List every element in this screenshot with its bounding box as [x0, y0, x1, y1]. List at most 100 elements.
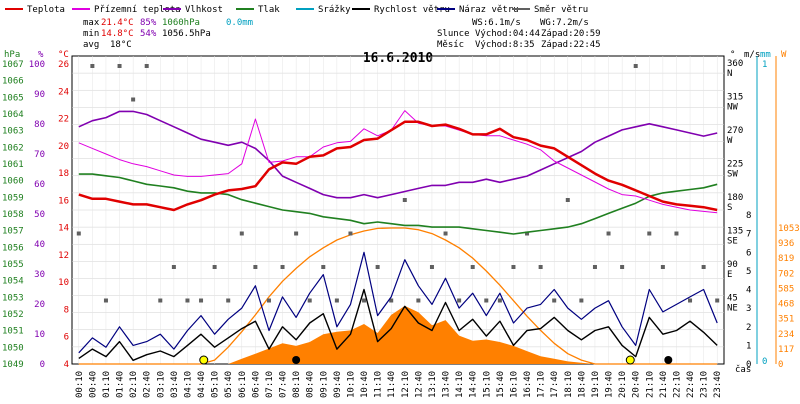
y-tick-solar: 702 — [778, 269, 794, 279]
y-tick-pressure: 1062 — [2, 143, 24, 153]
plot-area — [76, 64, 720, 365]
x-tick: 16:40 — [523, 371, 533, 398]
wind-speed-line — [78, 288, 718, 361]
x-tick-label: 06:40 — [251, 371, 261, 398]
x-tick-label: 03:40 — [170, 371, 180, 398]
x-tick-label: 00:40 — [88, 371, 98, 398]
astro-sunset: Západ:20:59 — [541, 29, 601, 39]
stat-avg-temp: 18°C — [110, 40, 132, 50]
x-tick: 11:10 — [374, 371, 384, 398]
x-tick: 00:10 — [75, 371, 85, 398]
x-tick-label: 16:10 — [509, 371, 519, 398]
wind-direction-point — [443, 231, 448, 236]
y-tick-pressure: 1051 — [2, 327, 24, 337]
y-tick-solar: 1053 — [778, 224, 800, 234]
y-tick-solar: 117 — [778, 345, 794, 355]
ground-temp-line — [78, 110, 718, 214]
wind-direction-point — [429, 265, 434, 269]
y-tick-pressure: 1053 — [2, 293, 24, 303]
x-tick: 21:40 — [659, 371, 669, 398]
axis-unit-rain: mm — [760, 50, 771, 60]
x-tick-label: 17:40 — [550, 371, 560, 398]
x-tick-label: 05:40 — [224, 371, 234, 398]
x-tick-label: 20:10 — [618, 371, 628, 398]
y-tick-solar: 936 — [778, 239, 794, 249]
y-tick-wind-speed: 3 — [746, 304, 751, 314]
x-tick-label: 13:10 — [428, 371, 438, 398]
y-tick-wind-dir-label: SW — [727, 170, 738, 180]
y-tick-solar: 351 — [778, 315, 794, 325]
x-tick-label: 07:10 — [265, 371, 275, 398]
moon-marker — [292, 356, 301, 364]
wind-direction-point — [375, 265, 380, 269]
x-tick-label: 08:40 — [306, 371, 316, 398]
wind-direction-point — [470, 265, 475, 269]
y-tick-rain: 0 — [762, 357, 767, 367]
y-tick-humidity: 10 — [34, 330, 45, 340]
stat-avg-label: avg — [83, 40, 99, 50]
y-tick-temperature: 26 — [58, 60, 69, 70]
wind-direction-point — [334, 298, 339, 303]
wind-direction-point — [525, 231, 530, 236]
wind-direction-point — [688, 298, 693, 303]
x-tick: 04:10 — [183, 371, 193, 398]
y-tick-pressure: 1065 — [2, 93, 24, 103]
y-tick-pressure: 1059 — [2, 193, 24, 203]
wind-direction-point — [171, 265, 176, 269]
x-tick-label: 22:40 — [686, 371, 696, 398]
x-tick-label: 20:40 — [632, 371, 642, 398]
stat-min-temp: 14.8°C — [101, 29, 134, 39]
x-tick: 15:10 — [482, 371, 492, 398]
wind-direction-point — [579, 298, 584, 303]
y-tick-wind-dir-label: NW — [727, 103, 738, 113]
stat-max-press: 1060hPa — [162, 18, 200, 28]
x-tick-label: 18:40 — [577, 371, 587, 398]
y-tick-wind-dir: 90 — [727, 260, 738, 270]
y-tick-wind-dir: 225 — [727, 160, 743, 170]
pressure-line — [78, 173, 718, 235]
x-tick-label: 15:40 — [496, 371, 506, 398]
x-tick: 01:40 — [116, 371, 126, 398]
x-tick: 16:10 — [509, 371, 519, 398]
sun-marker — [199, 355, 209, 365]
wind-direction-point — [633, 64, 638, 68]
x-tick-label: 19:10 — [591, 371, 601, 398]
y-tick-humidity: 0 — [40, 360, 45, 370]
solar-area — [78, 305, 718, 364]
y-tick-pressure: 1057 — [2, 227, 24, 237]
y-tick-humidity: 50 — [34, 210, 45, 220]
legend-label: Rychlost větru — [374, 5, 450, 15]
x-tick-label: 05:10 — [211, 371, 221, 398]
x-tick-label: 04:40 — [197, 371, 207, 398]
wind-direction-point — [552, 298, 557, 303]
x-tick: 00:40 — [88, 371, 98, 398]
wind-direction-point — [294, 231, 299, 236]
wind-direction-point — [701, 265, 706, 269]
humidity-line — [78, 110, 718, 199]
x-tick-label: 23:10 — [700, 371, 710, 398]
x-tick-label: 14:40 — [469, 371, 479, 398]
wind-direction-point — [226, 298, 231, 303]
x-axis-unit: čas — [735, 364, 751, 375]
astro-wg: WG:7.2m/s — [540, 18, 589, 28]
x-tick: 10:10 — [346, 371, 356, 398]
x-tick-label: 09:40 — [333, 371, 343, 398]
x-tick: 19:10 — [591, 371, 601, 398]
wind-direction-point — [158, 298, 163, 303]
x-tick-label: 06:10 — [238, 371, 248, 398]
axis-unit-solar: W — [781, 50, 787, 60]
wind-direction-point — [606, 231, 611, 236]
x-tick-label: 11:40 — [387, 371, 397, 398]
y-tick-wind-dir: 315 — [727, 93, 743, 103]
x-tick: 01:10 — [102, 371, 112, 398]
x-tick-label: 23:40 — [713, 371, 723, 398]
x-tick: 09:10 — [319, 371, 329, 398]
legend-label: Směr větru — [534, 5, 588, 15]
y-tick-wind-speed: 1 — [746, 341, 751, 351]
wind-direction-point — [715, 298, 720, 303]
y-tick-humidity: 40 — [34, 240, 45, 250]
x-tick: 05:40 — [224, 371, 234, 398]
y-tick-wind-dir-label: S — [727, 203, 732, 213]
wind-direction-point — [484, 298, 489, 303]
y-tick-pressure: 1049 — [2, 360, 24, 370]
